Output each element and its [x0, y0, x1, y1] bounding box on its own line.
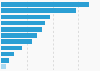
Bar — [1, 33, 37, 38]
Bar — [1, 27, 42, 32]
Bar — [1, 39, 32, 44]
Bar — [1, 21, 45, 25]
Bar — [1, 64, 6, 69]
Bar — [1, 58, 9, 63]
Bar — [1, 15, 50, 19]
Bar — [1, 46, 22, 50]
Bar — [1, 52, 14, 56]
Bar — [1, 8, 76, 13]
Bar — [1, 2, 89, 7]
